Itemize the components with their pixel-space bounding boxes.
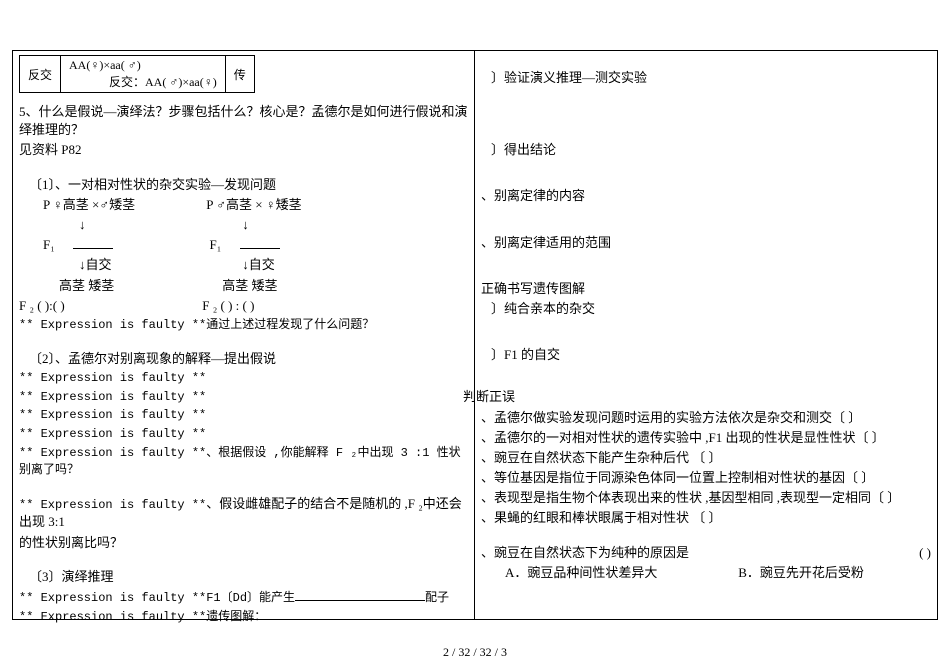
f2-row: F ₂ ( ):( ) F ₂ ( ) : ( ) xyxy=(19,297,468,315)
p-right: P ♂高茎 × ♀矮茎 xyxy=(206,197,301,212)
section-3-title: 〔3〕演绎推理 xyxy=(29,568,468,586)
cross-line-1: AA(♀)×aa( ♂) xyxy=(69,58,217,73)
question-5: 5、什么是假说—演绎法？步骤包括什么？核心是？孟德尔是如何进行假说和演绎推理的？ xyxy=(19,103,468,139)
blank-long xyxy=(295,588,425,601)
arrow-row-1: ↓ ↓ xyxy=(79,216,468,234)
f1-r: F₁ xyxy=(210,236,240,254)
judge-title: 判断正误 xyxy=(463,388,931,406)
ts-r: 高茎 矮茎 xyxy=(222,278,277,293)
paren: ( ) xyxy=(919,544,931,562)
blank xyxy=(73,236,113,249)
option-a: A．豌豆品种间性状差异大 xyxy=(505,564,735,582)
blank xyxy=(240,236,280,249)
expr-5: ** Expression is faulty **遗传图解： xyxy=(19,609,468,626)
r4: 、别离定律适用的范围 xyxy=(481,234,931,252)
right-column: 〕验证演义推理—测交实验 〕得出结论 、别离定律的内容 、别离定律适用的范围 正… xyxy=(475,51,937,619)
cell-label: 反交 xyxy=(20,56,61,93)
expr-4: ** Expression is faulty **F1〔Dd〕能产生 配子 xyxy=(19,588,468,607)
q-last-text: 、豌豆在自然状态下为纯种的原因是 xyxy=(481,545,689,560)
cell-cross: AA(♀)×aa( ♂) 反交：AA( ♂)×aa(♀) xyxy=(61,56,226,93)
arrow-r: ↓ xyxy=(242,217,249,232)
judge-4: 、等位基因是指位于同源染色体同一位置上控制相对性状的基因〔 〕 xyxy=(481,469,931,487)
judge-5: 、表现型是指生物个体表现出来的性状 ,基因型相同 ,表现型一定相同〔 〕 xyxy=(481,489,931,507)
cross-line-2: 反交：AA( ♂)×aa(♀) xyxy=(109,73,217,90)
options-row: A．豌豆品种间性状差异大 B．豌豆先开花后受粉 xyxy=(505,564,931,582)
expr-faulty: ** Expression is faulty ** xyxy=(19,407,468,424)
expr-faulty: ** Expression is faulty ** xyxy=(19,370,468,387)
f1-l: F₁ xyxy=(43,236,73,254)
r1: 〕验证演义推理—测交实验 xyxy=(491,69,931,87)
section-1-title: 〔1〕、一对相对性状的杂交实验—发现问题 xyxy=(29,176,468,194)
expr-4s: 配子 xyxy=(425,591,449,605)
judge-1: 、孟德尔做实验发现问题时运用的实验方法依次是杂交和测交〔 〕 xyxy=(481,409,931,427)
selfcross-row: ↓自交 ↓自交 xyxy=(79,256,468,274)
judge-6: 、果蝇的红眼和棒状眼属于相对性状 〔 〕 xyxy=(481,509,931,527)
left-column: 反交 AA(♀)×aa( ♂) 反交：AA( ♂)×aa(♀) 传 5、什么是假… xyxy=(13,51,475,619)
cross-table: 反交 AA(♀)×aa( ♂) 反交：AA( ♂)×aa(♀) 传 xyxy=(19,55,255,93)
r7: 〕F1 的自交 xyxy=(491,346,931,364)
r6: 〕纯合亲本的杂交 xyxy=(491,300,931,318)
ts-l: 高茎 矮茎 xyxy=(59,277,219,295)
r5: 正确书写遗传图解 xyxy=(481,280,931,298)
arrow-l: ↓ xyxy=(79,216,239,234)
expr-faulty: ** Expression is faulty ** xyxy=(19,389,468,406)
section-2-title: 〔2〕、孟德尔对别离现象的解释—提出假说 xyxy=(29,350,468,368)
r3: 、别离定律的内容 xyxy=(481,187,931,205)
f1-row: F₁ F₁ xyxy=(43,236,468,254)
sc-l: ↓自交 xyxy=(79,256,239,274)
page-number: 2 / 32 / 32 / 3 xyxy=(0,645,950,660)
reference: 见资料 P82 xyxy=(19,141,468,159)
cell-chuan: 传 xyxy=(225,56,254,93)
question-last: 、豌豆在自然状态下为纯种的原因是 ( ) xyxy=(481,544,931,562)
judge-2: 、孟德尔的一对相对性状的遗传实验中 ,F1 出现的性状是显性性状〔 〕 xyxy=(481,429,931,447)
table-row: 反交 AA(♀)×aa( ♂) 反交：AA( ♂)×aa(♀) 传 xyxy=(20,56,255,93)
p-left: P ♀高茎 ×♂矮茎 xyxy=(43,196,203,214)
judge-3: 、豌豆在自然状态下能产生杂种后代 〔 〕 xyxy=(481,449,931,467)
expr-3: ** Expression is faulty **、假设雌雄配子的结合不是随机… xyxy=(19,495,468,532)
expr-4t: ** Expression is faulty **F1〔Dd〕能产生 xyxy=(19,591,295,605)
f2-r: F ₂ ( ) : ( ) xyxy=(202,298,254,313)
phenotype-row: 高茎 矮茎 高茎 矮茎 xyxy=(59,277,468,295)
expr-1: ** Expression is faulty **通过上述过程发现了什么问题？ xyxy=(19,317,468,334)
option-b: B．豌豆先开花后受粉 xyxy=(738,565,864,580)
f2-l: F ₂ ( ):( ) xyxy=(19,297,199,315)
expr-3c: 的性状别离比吗？ xyxy=(19,534,468,552)
expr-3a: ** Expression is faulty ** xyxy=(19,498,206,512)
sc-r: ↓自交 xyxy=(242,257,275,272)
expr-faulty: ** Expression is faulty ** xyxy=(19,426,468,443)
r2: 〕得出结论 xyxy=(491,141,931,159)
expr-2: ** Expression is faulty **、根据假设 ,你能解释 F … xyxy=(19,445,468,479)
document-page: 反交 AA(♀)×aa( ♂) 反交：AA( ♂)×aa(♀) 传 5、什么是假… xyxy=(12,50,938,620)
parent-row: P ♀高茎 ×♂矮茎 P ♂高茎 × ♀矮茎 xyxy=(43,196,468,214)
